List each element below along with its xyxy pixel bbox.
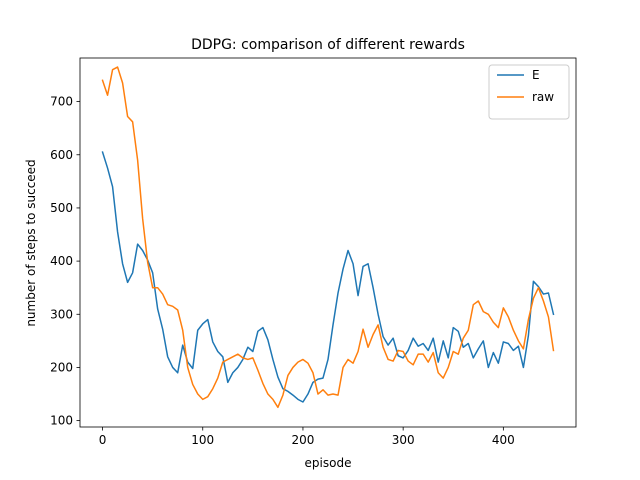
y-tick-label: 600 — [50, 148, 73, 162]
x-tick-label: 300 — [392, 433, 415, 447]
series-line-E — [101, 151, 555, 403]
x-tick-label: 200 — [291, 433, 314, 447]
chart-title: DDPG: comparison of different rewards — [191, 37, 465, 53]
y-tick-label: 100 — [50, 414, 73, 428]
y-tick-label: 500 — [50, 201, 73, 215]
tick-layer: 0 100 200 300 400 100 200 300 400 500 600 700 — [50, 95, 515, 447]
y-tick-label: 400 — [50, 254, 73, 268]
y-axis-label: number of steps to succeed — [24, 159, 38, 326]
legend-label-raw: raw — [532, 90, 554, 104]
x-axis-label: episode — [305, 456, 352, 470]
x-tick-label: 100 — [191, 433, 214, 447]
y-tick-label: 200 — [50, 360, 73, 374]
series-line-raw — [101, 66, 555, 409]
x-tick-label: 0 — [99, 433, 107, 447]
series-layer — [101, 66, 555, 409]
y-tick-label: 300 — [50, 307, 73, 321]
y-tick-label: 700 — [50, 95, 73, 109]
x-tick-label: 400 — [492, 433, 515, 447]
legend-label-E: E — [532, 68, 540, 82]
plot-frame — [79, 57, 577, 428]
legend-box — [488, 64, 570, 120]
